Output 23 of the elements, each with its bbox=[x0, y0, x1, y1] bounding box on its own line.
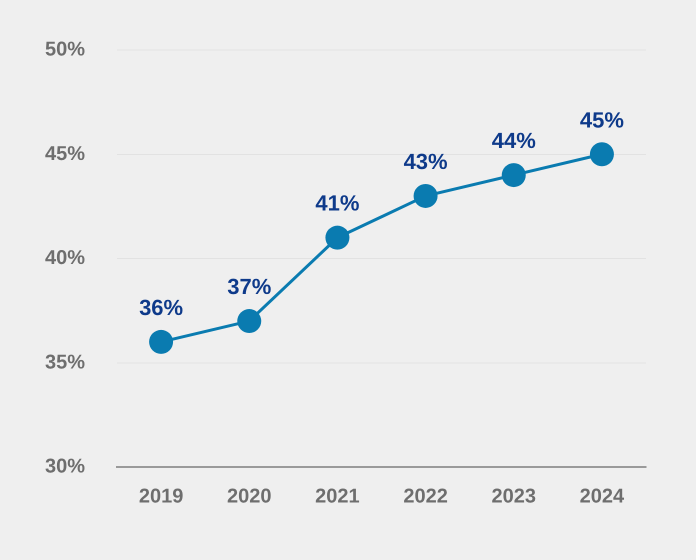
y-tick-label: 45% bbox=[44, 142, 86, 165]
data-label: 44% bbox=[492, 128, 536, 154]
x-tick-label: 2024 bbox=[580, 486, 626, 508]
x-tick-label: 2020 bbox=[227, 486, 272, 508]
point bbox=[325, 226, 350, 250]
y-tick-label: 50% bbox=[44, 38, 86, 61]
point bbox=[590, 142, 614, 166]
x-tick-label: 2021 bbox=[315, 486, 360, 508]
data-label: 43% bbox=[404, 149, 448, 174]
point bbox=[149, 330, 174, 354]
x-tick-label: 2023 bbox=[492, 486, 536, 508]
y-tick-label: 40% bbox=[44, 247, 86, 270]
x-tick-label: 2022 bbox=[403, 486, 448, 508]
point bbox=[502, 163, 526, 188]
point bbox=[414, 184, 438, 208]
data-label: 41% bbox=[315, 190, 360, 216]
point bbox=[237, 309, 262, 334]
data-label: 36% bbox=[139, 294, 184, 320]
y-tick-label: 30% bbox=[44, 456, 86, 478]
y-tick-label: 35% bbox=[44, 351, 86, 374]
data-label: 37% bbox=[227, 274, 272, 300]
x-tick-label: 2019 bbox=[138, 486, 184, 508]
data-label: 45% bbox=[580, 107, 624, 132]
